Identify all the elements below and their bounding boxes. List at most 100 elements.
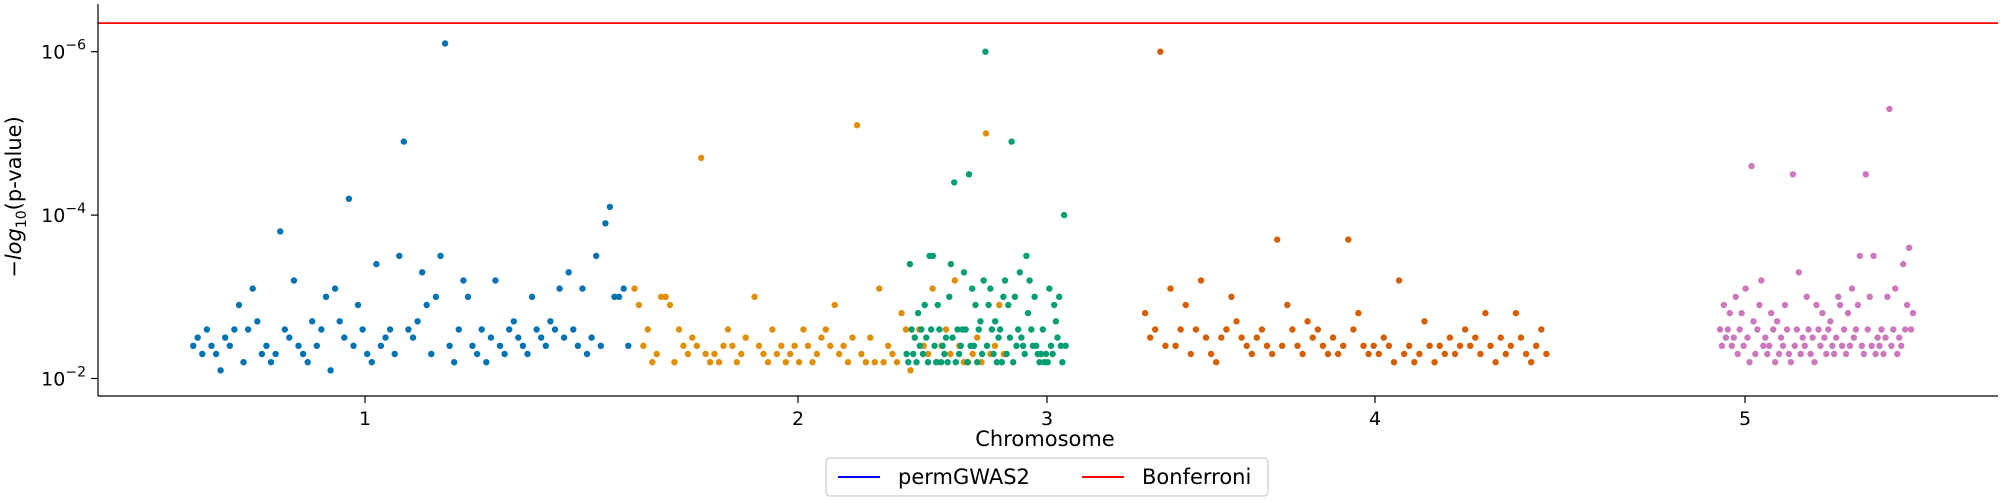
point-chr1	[272, 351, 278, 357]
point-chr2	[707, 359, 713, 365]
point-chr1	[369, 359, 375, 365]
point-chr3	[972, 302, 978, 308]
point-chr5	[1870, 253, 1876, 259]
point-chr5	[1841, 326, 1847, 332]
point-chr2	[676, 326, 682, 332]
point-chr5	[1800, 334, 1806, 340]
point-chr5	[1798, 351, 1804, 357]
point-chr5	[1845, 310, 1851, 316]
point-chr5	[1821, 334, 1827, 340]
point-chr1	[625, 343, 631, 349]
data-points	[190, 0, 1916, 373]
point-chr4	[1543, 351, 1549, 357]
point-chr5	[1902, 326, 1908, 332]
point-chr4	[1315, 326, 1321, 332]
point-chr1	[327, 367, 333, 373]
point-chr2	[858, 351, 864, 357]
point-chr1	[204, 326, 210, 332]
y-tick-label-exponent: −4	[65, 201, 86, 217]
point-chr4	[1167, 285, 1173, 291]
point-chr3	[922, 302, 928, 308]
point-chr3	[1033, 343, 1039, 349]
point-chr3	[1012, 294, 1018, 300]
point-chr4	[1391, 359, 1397, 365]
point-chr4	[1431, 359, 1437, 365]
point-chr4	[1371, 343, 1377, 349]
point-chr1	[295, 343, 301, 349]
point-chr1	[547, 318, 553, 324]
point-chr2	[800, 326, 806, 332]
point-chr2	[907, 367, 913, 373]
point-chr5	[1837, 302, 1843, 308]
point-chr3	[1028, 326, 1034, 332]
point-chr5	[1831, 351, 1837, 357]
point-chr2	[631, 285, 637, 291]
point-chr3	[985, 302, 991, 308]
y-axis-label: −log10(p-value)	[2, 116, 30, 278]
point-chr1	[291, 277, 297, 283]
point-chr1	[593, 253, 599, 259]
point-chr1	[501, 351, 507, 357]
point-chr5	[1740, 343, 1746, 349]
point-chr1	[556, 285, 562, 291]
point-chr3	[938, 359, 944, 365]
point-chr4	[1208, 351, 1214, 357]
point-chr4	[1157, 49, 1163, 55]
point-chr3	[905, 359, 911, 365]
point-chr1	[300, 351, 306, 357]
point-chr2	[760, 351, 766, 357]
point-chr1	[598, 343, 604, 349]
point-chr3	[964, 359, 970, 365]
point-chr2	[685, 351, 691, 357]
point-chr1	[240, 359, 246, 365]
point-chr5	[1833, 334, 1839, 340]
point-chr5	[1727, 310, 1733, 316]
point-chr1	[479, 326, 485, 332]
point-chr4	[1452, 351, 1458, 357]
point-chr2	[814, 351, 820, 357]
point-chr3	[958, 343, 964, 349]
point-chr3	[969, 285, 975, 291]
point-chr3	[1026, 277, 1032, 283]
point-chr2	[943, 326, 949, 332]
point-chr3	[1000, 294, 1006, 300]
threshold-lines	[98, 0, 1998, 23]
point-chr1	[433, 294, 439, 300]
point-chr4	[1162, 343, 1168, 349]
point-chr4	[1442, 351, 1448, 357]
point-chr1	[245, 326, 251, 332]
point-chr3	[1043, 351, 1049, 357]
point-chr4	[1274, 236, 1280, 242]
point-chr2	[725, 326, 731, 332]
point-chr2	[867, 334, 873, 340]
point-chr5	[1768, 310, 1774, 316]
point-chr3	[907, 261, 913, 267]
y-tick-label: 10−4	[41, 201, 86, 227]
point-chr2	[827, 343, 833, 349]
point-chr3	[963, 326, 969, 332]
point-chr5	[1760, 343, 1766, 349]
point-chr3	[920, 351, 926, 357]
point-chr5	[1752, 351, 1758, 357]
point-chr5	[1876, 343, 1882, 349]
point-chr2	[889, 351, 895, 357]
point-chr2	[840, 343, 846, 349]
point-chr1	[337, 318, 343, 324]
point-chr2	[974, 334, 980, 340]
point-chr4	[1396, 277, 1402, 283]
point-chr3	[910, 351, 916, 357]
point-chr5	[1888, 343, 1894, 349]
point-chr2	[640, 343, 646, 349]
point-chr3	[917, 343, 923, 349]
point-chr1	[286, 334, 292, 340]
point-chr4	[1365, 351, 1371, 357]
point-chr4	[1320, 343, 1326, 349]
point-chr4	[1498, 334, 1504, 340]
point-chr4	[1284, 302, 1290, 308]
point-chr3	[992, 318, 998, 324]
point-chr4	[1142, 310, 1148, 316]
point-chr4	[1289, 326, 1295, 332]
point-chr1	[561, 334, 567, 340]
point-chr2	[796, 359, 802, 365]
